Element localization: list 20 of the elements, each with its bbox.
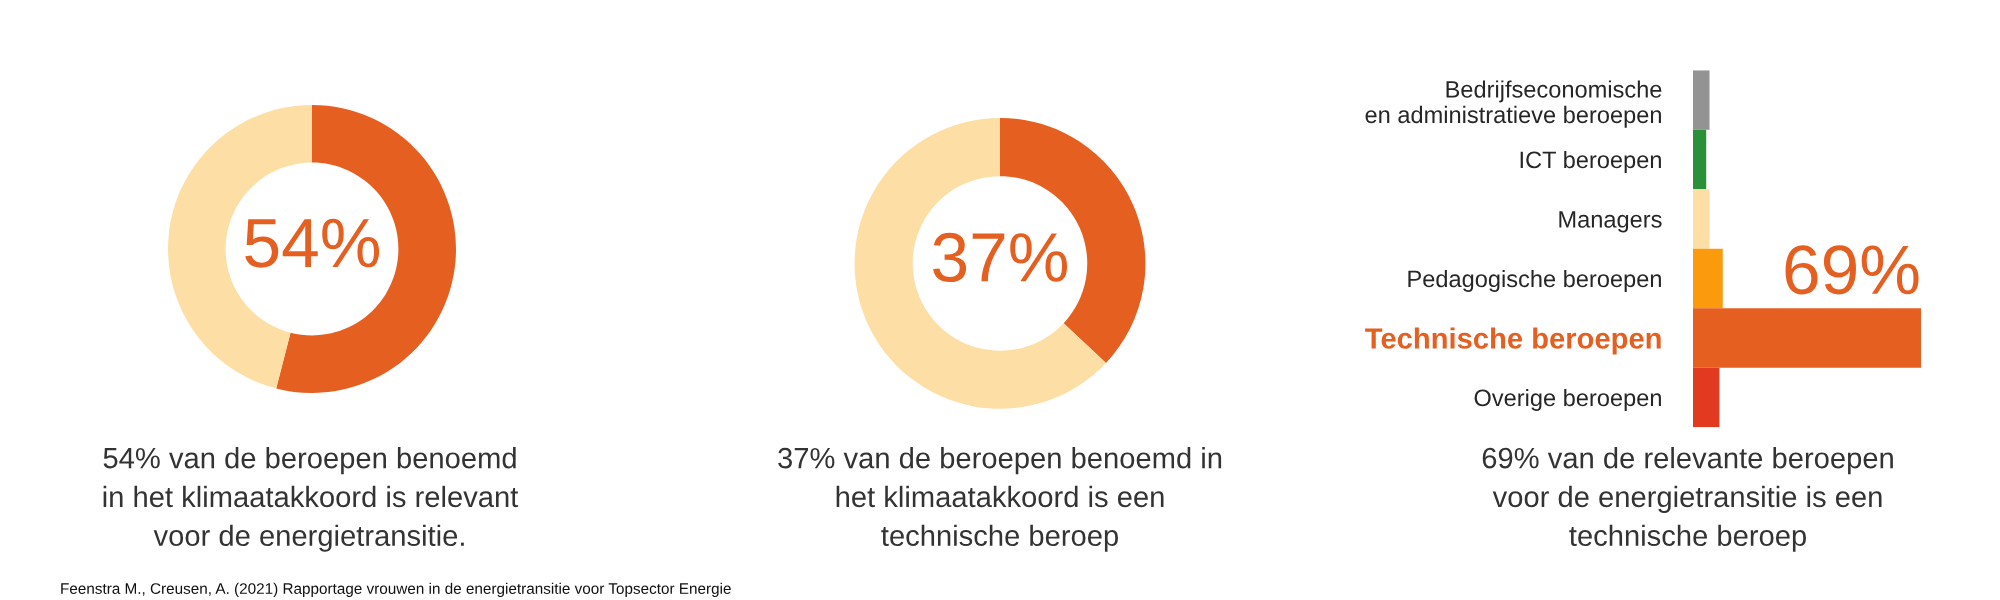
bar [1693,248,1723,309]
y-tick-label: Pedagogische beroepen [1408,269,1661,292]
donut-slice [854,117,1107,409]
bar [1693,189,1710,249]
y-tick-label: ICT beroepen [1520,150,1661,173]
bar [1693,308,1921,368]
bar [1693,367,1720,428]
y-tick-label: Managers [1559,211,1662,233]
y-tick-label: Technische beroepen [1365,327,1661,355]
bar [1693,129,1707,190]
data-label: 69% [1785,245,1919,295]
text: 37% van de beroepen benoemd in het klimaatakkoord is een technische beroep [778,447,1222,552]
text: 69% van de relevante beroepen voor de energietransitie is een technische beroep [1482,447,1893,552]
text: Feenstra M., Creusen, A. (2021) Rapportage vrouwen in de energietransitie voor Topsector Energie [61,582,731,597]
y-tick-label: Overige beroepen [1474,388,1661,411]
text: 54% van de beroepen benoemd in het klimaatakkoord is relevant voor de energietransitie. [103,447,519,552]
data-label: 54% [245,218,380,268]
data-label: 37% [933,232,1068,283]
y-tick-label: Bedrijfseconomische en administratieve beroepen [1365,80,1662,128]
bar [1693,70,1710,130]
